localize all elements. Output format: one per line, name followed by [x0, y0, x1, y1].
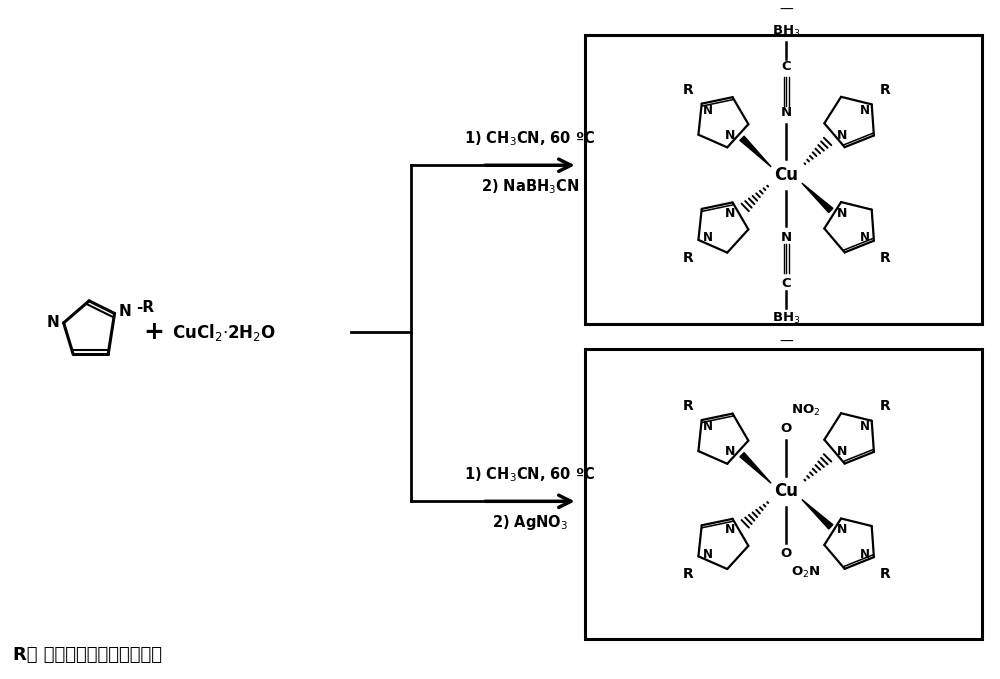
Text: 2) NaBH$_3$CN: 2) NaBH$_3$CN: [481, 177, 579, 196]
Polygon shape: [740, 136, 771, 167]
Text: N: N: [47, 315, 60, 331]
Polygon shape: [802, 500, 833, 529]
Text: N: N: [725, 524, 736, 536]
Bar: [585, 349, 982, 639]
Text: R: R: [880, 567, 890, 581]
Text: O: O: [781, 422, 792, 435]
Text: N: N: [837, 524, 848, 536]
Text: -R: -R: [136, 300, 155, 315]
Text: N: N: [860, 548, 870, 561]
Text: N: N: [703, 104, 713, 117]
Text: NO$_2$: NO$_2$: [791, 403, 821, 418]
Text: N: N: [119, 304, 131, 319]
Text: 1) CH$_3$CN, 60 ºC: 1) CH$_3$CN, 60 ºC: [464, 129, 595, 147]
Text: N: N: [781, 106, 792, 119]
Text: N: N: [725, 129, 736, 142]
Text: N: N: [860, 420, 870, 433]
Text: C: C: [782, 277, 791, 290]
Text: N: N: [725, 445, 736, 458]
Text: R: R: [880, 251, 890, 265]
Text: R: R: [682, 251, 693, 265]
Text: Cu: Cu: [774, 166, 798, 184]
Bar: [585, 35, 982, 325]
Text: O: O: [781, 547, 792, 560]
Text: BH$_3$: BH$_3$: [772, 311, 801, 326]
Polygon shape: [740, 453, 771, 483]
Text: N: N: [725, 207, 736, 220]
Text: N: N: [837, 445, 848, 458]
Text: R: R: [880, 83, 890, 96]
Text: O$_2$N: O$_2$N: [791, 564, 821, 580]
Text: C: C: [782, 60, 791, 73]
Text: +: +: [143, 320, 164, 344]
Text: N: N: [860, 232, 870, 244]
Text: 2) AgNO$_3$: 2) AgNO$_3$: [492, 513, 568, 532]
Text: 1) CH$_3$CN, 60 ºC: 1) CH$_3$CN, 60 ºC: [464, 465, 595, 483]
Text: N: N: [703, 232, 713, 244]
Text: R: R: [682, 399, 693, 413]
Text: R: R: [682, 567, 693, 581]
Text: N: N: [781, 231, 792, 244]
Text: N: N: [837, 207, 848, 220]
Text: N: N: [860, 104, 870, 117]
Text: N: N: [703, 420, 713, 433]
Text: —: —: [780, 3, 793, 17]
Text: N: N: [703, 548, 713, 561]
Text: R： 烯丙基，乙烯基，乙基等: R： 烯丙基，乙烯基，乙基等: [13, 646, 162, 665]
Text: R: R: [880, 399, 890, 413]
Text: R: R: [682, 83, 693, 96]
Text: N: N: [837, 129, 848, 142]
Text: CuCl$_2$$\cdot$2H$_2$O: CuCl$_2$$\cdot$2H$_2$O: [172, 322, 276, 343]
Text: —: —: [780, 335, 793, 349]
Text: Cu: Cu: [774, 483, 798, 500]
Text: BH$_3$: BH$_3$: [772, 24, 801, 39]
Polygon shape: [802, 183, 833, 213]
